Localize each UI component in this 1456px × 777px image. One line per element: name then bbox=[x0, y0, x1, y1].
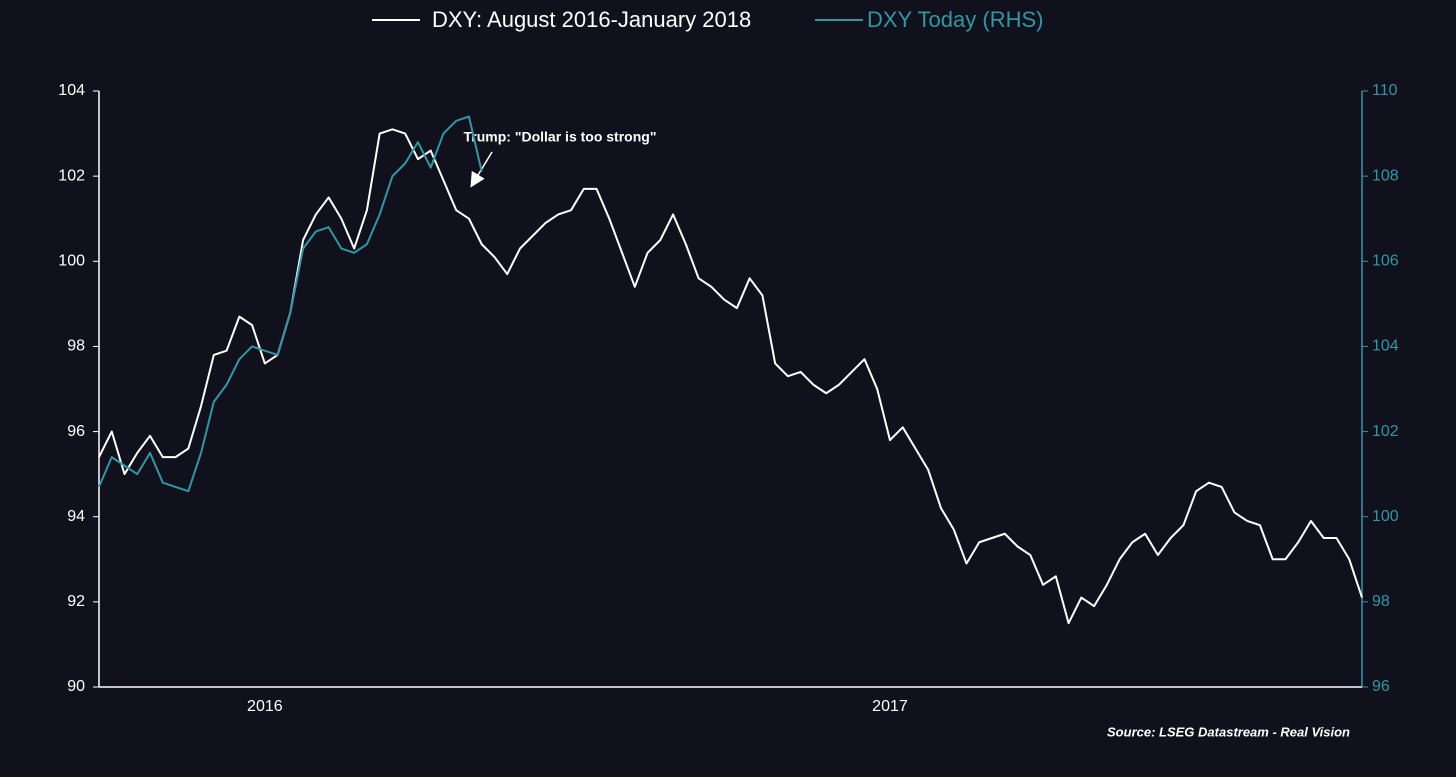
y-tick-label: 92 bbox=[67, 593, 85, 610]
y-tick-label: 90 bbox=[67, 678, 85, 695]
series-line bbox=[98, 128, 1363, 625]
y2-tick-label: 104 bbox=[1372, 338, 1399, 355]
series-line bbox=[98, 115, 483, 493]
legend-label: DXY Today (RHS) bbox=[867, 7, 1043, 32]
y2-tick-label: 106 bbox=[1372, 253, 1399, 270]
y2-tick-label: 98 bbox=[1372, 593, 1390, 610]
y-tick-label: 100 bbox=[58, 253, 85, 270]
legend-label: DXY: August 2016-January 2018 bbox=[432, 7, 751, 32]
y-tick-label: 94 bbox=[67, 508, 85, 525]
source-note: Source: LSEG Datastream - Real Vision bbox=[1107, 724, 1350, 739]
y-tick-label: 102 bbox=[58, 167, 85, 184]
annotation: Trump: "Dollar is too strong" bbox=[464, 129, 657, 145]
y-tick-label: 96 bbox=[67, 423, 85, 440]
y2-tick-label: 100 bbox=[1372, 508, 1399, 525]
y2-tick-label: 102 bbox=[1372, 423, 1399, 440]
y-tick-label: 98 bbox=[67, 338, 85, 355]
x-tick-label: 2016 bbox=[247, 698, 283, 715]
annotation-arrow bbox=[470, 151, 493, 188]
y-tick-label: 104 bbox=[58, 82, 85, 99]
x-tick-label: 2017 bbox=[872, 698, 908, 715]
y2-tick-label: 110 bbox=[1372, 82, 1398, 99]
y2-tick-label: 96 bbox=[1372, 678, 1390, 695]
y2-tick-label: 108 bbox=[1372, 167, 1399, 184]
